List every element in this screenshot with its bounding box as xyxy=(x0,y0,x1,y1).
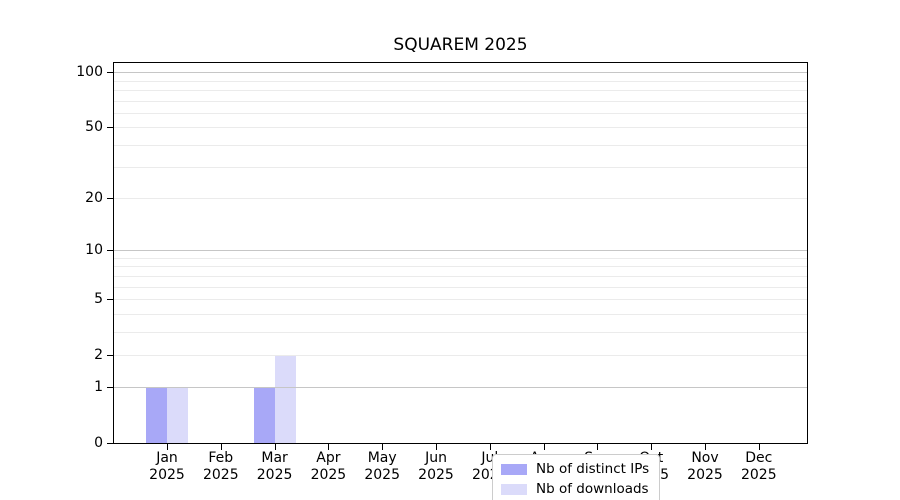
month-label: Jan xyxy=(156,450,178,466)
year-label: 2025 xyxy=(687,467,723,483)
chart-title: SQUAREM 2025 xyxy=(393,35,528,55)
x-tick-label-nov: Nov 2025 xyxy=(670,450,740,484)
month-label: Dec xyxy=(745,450,773,466)
plot-area: Nb of distinct IPs Nb of downloads xyxy=(113,62,808,500)
y-tick-mark xyxy=(107,250,113,252)
gridline-minor xyxy=(114,313,807,315)
x-tick-mark xyxy=(651,444,653,450)
x-tick-label-apr: Apr 2025 xyxy=(293,450,363,484)
x-tick-mark xyxy=(489,444,491,450)
gridline-minor xyxy=(114,198,807,200)
gridline-minor xyxy=(114,112,807,114)
x-tick-label-jun: Jun 2025 xyxy=(401,450,471,484)
year-label: 2025 xyxy=(149,467,185,483)
gridline-minor xyxy=(114,89,807,91)
gridline-minor xyxy=(114,266,807,268)
x-tick-mark xyxy=(328,444,330,450)
x-tick-mark xyxy=(597,444,599,450)
gridline-minor xyxy=(114,286,807,288)
year-label: 2025 xyxy=(310,467,347,483)
year-label: 2025 xyxy=(364,467,400,483)
year-label: 2025 xyxy=(740,467,777,483)
month-label: Nov xyxy=(691,450,719,466)
gridline-minor xyxy=(114,100,807,102)
legend-swatch xyxy=(501,483,527,495)
y-tick-label: 10 xyxy=(85,242,103,259)
gridline-minor xyxy=(114,354,807,356)
month-label: Jun xyxy=(425,450,447,466)
month-label: Mar xyxy=(261,450,288,466)
gridline-minor xyxy=(114,80,807,82)
gridline-minor xyxy=(114,275,807,277)
y-tick-label: 0 xyxy=(94,435,103,451)
year-label: 2025 xyxy=(256,467,293,483)
year-label: 2025 xyxy=(418,467,454,483)
y-tick-label: 5 xyxy=(94,291,103,308)
gridline-minor xyxy=(114,331,807,333)
y-tick-mark xyxy=(107,354,113,356)
x-tick-mark xyxy=(167,444,168,450)
legend: Nb of distinct IPs Nb of downloads xyxy=(492,454,661,500)
y-tick-mark xyxy=(107,72,113,74)
legend-row: Nb of distinct IPs xyxy=(501,461,649,477)
y-tick-label: 1 xyxy=(94,379,103,396)
x-tick-label-dec: Dec 2025 xyxy=(724,450,794,484)
bar-mar-series1 xyxy=(274,354,296,443)
y-tick-mark xyxy=(107,127,113,129)
legend-swatch xyxy=(501,463,527,475)
year-label: 2025 xyxy=(202,467,239,483)
gridline-major xyxy=(114,72,807,74)
x-tick-mark xyxy=(220,444,222,450)
legend-label: Nb of distinct IPs xyxy=(536,461,650,477)
x-tick-mark xyxy=(382,444,384,450)
x-tick-label-jan: Jan 2025 xyxy=(132,450,202,484)
x-tick-mark xyxy=(705,444,706,450)
gridline-minor xyxy=(114,127,807,129)
y-tick-mark xyxy=(107,387,113,389)
y-tick-mark xyxy=(107,198,113,200)
gridline-minor xyxy=(114,167,807,169)
bar-jan-series0 xyxy=(146,387,167,443)
x-tick-mark xyxy=(758,444,760,450)
y-tick-label: 2 xyxy=(94,346,103,363)
bar-mar-series0 xyxy=(253,387,275,443)
x-tick-mark xyxy=(436,444,437,450)
y-tick-label: 100 xyxy=(76,64,103,81)
y-tick-label: 50 xyxy=(85,119,103,136)
gridline-major xyxy=(114,387,807,389)
legend-label: Nb of downloads xyxy=(536,481,649,497)
gridline-minor xyxy=(114,299,807,301)
gridline-major xyxy=(114,250,807,252)
month-label: May xyxy=(367,450,397,466)
gridline-minor xyxy=(114,258,807,259)
month-label: Apr xyxy=(316,450,341,466)
legend-row: Nb of downloads xyxy=(501,481,649,497)
x-tick-label-mar: Mar 2025 xyxy=(240,450,310,484)
bar-jan-series1 xyxy=(167,387,188,443)
x-tick-label-feb: Feb 2025 xyxy=(186,450,256,484)
y-tick-label: 20 xyxy=(85,190,103,207)
x-tick-label-may: May 2025 xyxy=(347,450,417,484)
month-label: Feb xyxy=(208,450,234,466)
y-tick-mark xyxy=(107,299,113,301)
y-tick-mark xyxy=(107,443,113,444)
gridline-minor xyxy=(114,144,807,146)
x-tick-mark xyxy=(543,444,545,450)
x-tick-mark xyxy=(274,444,276,450)
